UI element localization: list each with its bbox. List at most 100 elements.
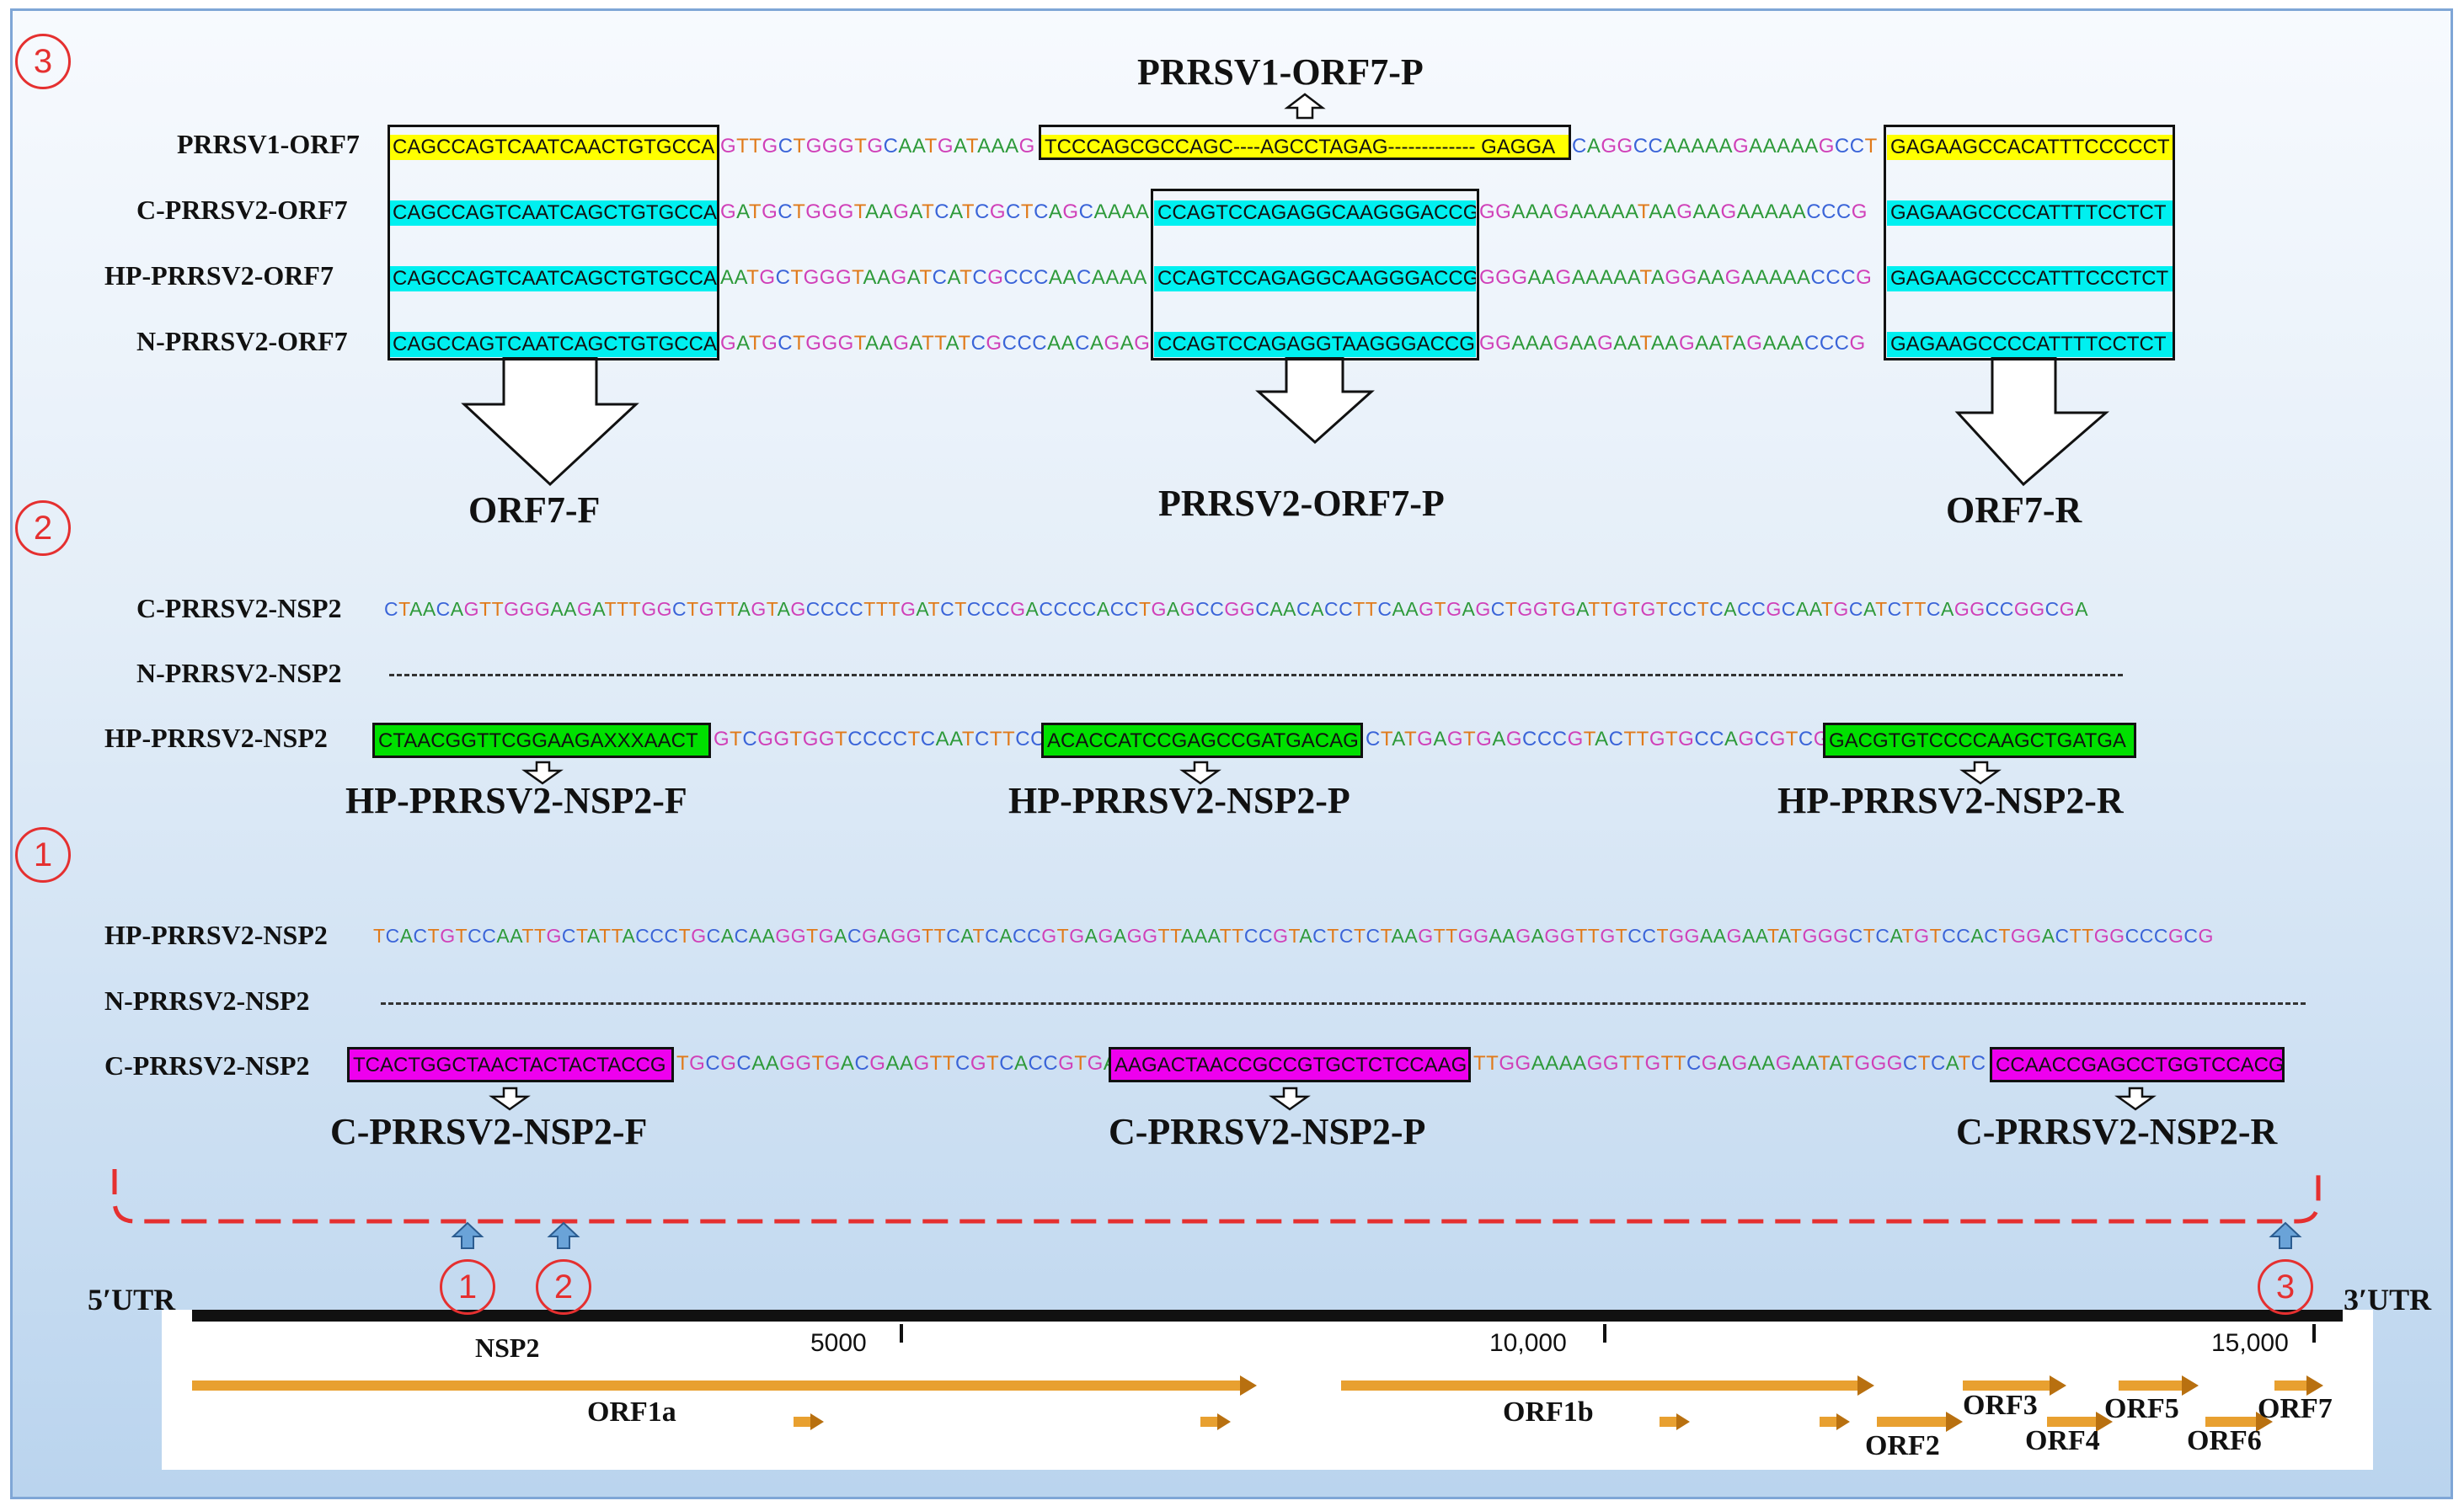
sec1-n-label: N-PRRSV2-NSP2 <box>104 985 310 1016</box>
prrsv1-orf7-p-label: PRRSV1-ORF7-P <box>1137 51 1424 93</box>
hp-nsp2-r-label: HP-PRRSV2-NSP2-R <box>1777 780 2124 821</box>
orf7-r-label: ORF7-R <box>1946 489 2082 531</box>
orf7-p2-seq-3: CCAGTCCAGAGGCAAGGGACCG <box>1154 266 1476 291</box>
sec1-n-gap <box>381 1002 2306 1005</box>
nsp2-label: NSP2 <box>475 1332 540 1363</box>
orf7-r-seq-1: GAGAAGCCACATTTCCCCCT <box>1887 135 2173 160</box>
orf2-label: ORF2 <box>1865 1430 1940 1461</box>
sec2-n-gap <box>389 674 2123 676</box>
genome-marker-2: 2 <box>536 1259 591 1315</box>
sec2-c-seq: CTAACAGTTGGGAAGATTTGGCTGTTAGTAGCCCCTTTGA… <box>384 598 2089 620</box>
hp-nsp2-r-arrow <box>1959 761 2002 785</box>
c-nsp2-mid2-seq: TTGGAAAAGGTTGTTCGAGAAGAATATGGGCTCATC <box>1473 1052 1986 1075</box>
orf1b-label: ORF1b <box>1503 1397 1594 1428</box>
c-nsp2-p-arrow <box>1269 1087 1311 1111</box>
orf7-f-seq-2: CAGCCAGTCAATCAGCTGTGCCA <box>389 200 718 226</box>
hp-nsp2-p-label: HP-PRRSV2-NSP2-P <box>1008 780 1350 821</box>
marker-1-arrow <box>451 1221 484 1249</box>
orf-arrows <box>192 1380 2306 1427</box>
orf7-f-seq-3: CAGCCAGTCAATCAGCTGTGCCA <box>389 266 718 291</box>
orf1a-label: ORF1a <box>587 1397 676 1428</box>
genome-bar <box>192 1310 2343 1322</box>
orf7-mid2-seq-3: GGGAAGAAAAATAGGAAGAAAAACCCG <box>1479 266 1873 289</box>
c-nsp2-p-seq: AAGACTAACCGCCGTGCTCTCCAAG <box>1109 1047 1471 1082</box>
c-nsp2-r-label: C-PRRSV2-NSP2-R <box>1956 1111 2278 1152</box>
section-marker-3: 3 <box>15 34 71 89</box>
orf7-mid2-seq-2: GGAAAGAAAAATAAGAAGAAAAACCCG <box>1479 200 1868 223</box>
tick-label-5000: 5000 <box>810 1329 867 1357</box>
hp-nsp2-mid1-seq: GTCGGTGGTCCCCTCAATCTTCCG <box>714 728 1061 750</box>
prrsv1-orf7-p-arrow <box>1284 93 1326 120</box>
genome-marker-3: 3 <box>2258 1259 2313 1315</box>
utr5-label: 5′UTR <box>88 1283 176 1316</box>
orf7-label: ORF7 <box>2258 1393 2333 1424</box>
sec2-c-label: C-PRRSV2-NSP2 <box>136 593 342 623</box>
orf7-r-arrow <box>1954 356 2110 487</box>
tick-label-15000: 15,000 <box>2211 1329 2289 1357</box>
orf7-mid2-seq-1: CAGGCCAAAAAGAAAAAGCCT <box>1572 135 1878 158</box>
sec2-n-label: N-PRRSV2-NSP2 <box>136 658 342 688</box>
orf7-r-box <box>1884 125 2175 360</box>
orf7-p2-seq-2: CCAGTCCAGAGGCAAGGGACCG <box>1154 200 1476 226</box>
c-nsp2-r-seq: CCAACCGAGCCTGGTCCACG <box>1990 1047 2285 1082</box>
orf6-label: ORF6 <box>2187 1425 2262 1456</box>
orf7-mid1-seq-1: GTTGCTGGGTGCAATGATAAAG <box>720 135 1035 158</box>
prrsv2-orf7-p-arrow <box>1255 356 1375 445</box>
orf7-f-box <box>388 125 719 360</box>
c-nsp2-f-label: C-PRRSV2-NSP2-F <box>330 1111 648 1152</box>
region-bracket <box>112 1169 2321 1224</box>
tick-10000 <box>1603 1324 1606 1343</box>
hp-nsp2-p-arrow <box>1179 761 1221 785</box>
tick-15000 <box>2312 1324 2316 1343</box>
tick-5000 <box>900 1324 903 1343</box>
orf7-r-seq-4: GAGAAGCCCCATTTTCCTCT <box>1887 332 2173 357</box>
orf7-p1-seq: TCCCAGCGCCAGC----AGCCTAGAG------------- … <box>1041 135 1569 160</box>
tick-label-10000: 10,000 <box>1489 1329 1567 1357</box>
c-nsp2-f-seq: TCACTGGCTAACTACTACTACCG <box>347 1047 674 1082</box>
orf3-label: ORF3 <box>1963 1390 2038 1421</box>
orf7-mid1-seq-2: GATGCTGGGTAAGATCATCGCTCAGCAAAA <box>720 200 1150 223</box>
orf7-mid2-seq-4: GGAAAGAAGAATAAGAATAGAAACCCG <box>1479 332 1866 355</box>
genome-marker-1: 1 <box>440 1259 495 1315</box>
orf7-mid1-seq-4: GATGCTGGGTAAGATTATCGCCCAACAGAG <box>720 332 1151 355</box>
orf7-row-label-3: HP-PRRSV2-ORF7 <box>104 260 334 291</box>
utr3-label: 3′UTR <box>2344 1283 2432 1316</box>
c-nsp2-p-label: C-PRRSV2-NSP2-P <box>1109 1111 1426 1152</box>
section-marker-2: 2 <box>15 500 71 556</box>
orf7-r-seq-3: GAGAAGCCCCATTTCCCTCT <box>1887 266 2173 291</box>
sec2-hp-label: HP-PRRSV2-NSP2 <box>104 723 328 753</box>
marker-3-arrow <box>2269 1221 2302 1249</box>
orf4-label: ORF4 <box>2025 1425 2100 1456</box>
c-nsp2-r-arrow <box>2114 1087 2157 1111</box>
hp-nsp2-f-label: HP-PRRSV2-NSP2-F <box>345 780 687 821</box>
orf7-f-arrow <box>461 356 639 487</box>
hp-nsp2-f-arrow <box>521 761 564 785</box>
hp-nsp2-r-seq: GACGTGTCCCCAAGCTGATGA <box>1823 723 2136 758</box>
hp-nsp2-f-seq: CTAACGGTTCGGAAGAXXXAACT <box>372 723 711 758</box>
section-marker-1: 1 <box>15 827 71 883</box>
c-nsp2-f-arrow <box>489 1087 531 1111</box>
orf7-row-label-1: PRRSV1-ORF7 <box>177 129 360 159</box>
sec1-c-label: C-PRRSV2-NSP2 <box>104 1050 310 1081</box>
orf7-f-seq-1: CAGCCAGTCAATCAACTGTGCCA <box>389 135 718 160</box>
orf7-f-label: ORF7-F <box>468 489 601 531</box>
orf7-row-label-4: N-PRRSV2-ORF7 <box>136 326 348 356</box>
orf7-row-label-2: C-PRRSV2-ORF7 <box>136 195 348 225</box>
orf7-f-seq-4: CAGCCAGTCAATCAGCTGTGCCA <box>389 332 718 357</box>
sec1-hp-label: HP-PRRSV2-NSP2 <box>104 920 328 950</box>
orf7-mid1-seq-3: AATGCTGGGTAAGATCATCGCCCAACAAAA <box>720 266 1147 289</box>
orf7-p2-seq-4: CCAGTCCAGAGGTAAGGGACCG <box>1154 332 1476 357</box>
orf7-p2-box <box>1151 189 1479 360</box>
sec1-hp-seq: TCACTGTCCAATTGCTATTACCCTGCACAAGGTGACGAGG… <box>373 925 2214 947</box>
prrsv2-orf7-p-label: PRRSV2-ORF7-P <box>1158 483 1445 524</box>
marker-2-arrow <box>547 1221 580 1249</box>
orf7-r-seq-2: GAGAAGCCCCATTTTCCTCT <box>1887 200 2173 226</box>
orf5-label: ORF5 <box>2104 1393 2179 1424</box>
orf7-p1-box <box>1039 125 1571 160</box>
orf-arrowheads <box>810 1375 2323 1432</box>
hp-nsp2-p-seq: ACACCATCCGAGCCGATGACAG <box>1041 723 1363 758</box>
